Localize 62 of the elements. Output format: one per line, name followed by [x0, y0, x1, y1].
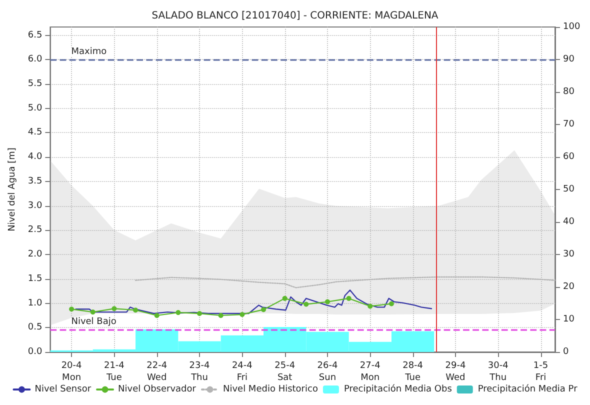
ref-line-label: Nivel Bajo	[71, 317, 117, 328]
x-tick-label: 25-4 Sat	[274, 361, 296, 383]
x-tick-label: 27-4 Mon	[360, 361, 381, 383]
y-tick-label: 6.0	[28, 54, 42, 65]
legend-label: Nivel Sensor	[34, 384, 92, 394]
y2-tick-label: 70	[563, 120, 575, 130]
y-tick-label: 3.0	[28, 200, 42, 211]
y-tick-label: 5.5	[28, 79, 42, 90]
y-tick-label: 2.0	[28, 250, 42, 260]
legend-label: Precipitación Media Obs	[344, 384, 452, 394]
point	[154, 312, 160, 318]
legend-label: Precipitación Media Pr	[478, 384, 578, 394]
y2-tick-label: 0	[563, 347, 569, 357]
point	[90, 310, 96, 315]
y2-tick-label: 30	[563, 250, 575, 260]
y2-tick-label: 40	[563, 217, 575, 227]
point	[176, 310, 181, 316]
y2-tick-label: 60	[563, 152, 575, 162]
point	[304, 302, 309, 307]
y2-tick-label: 80	[563, 87, 575, 97]
point	[368, 304, 373, 309]
point	[324, 299, 330, 304]
point	[69, 306, 74, 312]
y2-tick-label: 10	[563, 314, 575, 324]
y-tick-label: 3.5	[28, 176, 42, 186]
ref-line-label: Maximo	[71, 47, 108, 58]
x-tick-label: 20-4 Mon	[61, 361, 82, 383]
y-tick-label: 6.5	[28, 30, 42, 40]
legend-label: Nivel Medio Historico	[222, 384, 318, 394]
point	[346, 296, 352, 301]
x-tick-label: 1-5 Fri	[533, 361, 548, 383]
chart-title: SALADO BLANCO [21017040] - CORRIENTE: MAGDALENA	[152, 10, 438, 22]
x-tick-label: 21-4 Tue	[104, 361, 125, 383]
y-tick-label: 1.5	[28, 274, 42, 284]
x-tick-label: 26-4 Sun	[317, 361, 338, 383]
y-tick-label: 2.5	[28, 225, 42, 236]
x-tick-label: 23-4 Thu	[189, 361, 210, 383]
y-tick-label: 5.0	[28, 103, 42, 114]
point	[261, 307, 266, 312]
x-tick-label: 29-4 Wed	[445, 361, 466, 383]
y2-tick-label: 90	[563, 54, 575, 64]
point	[133, 308, 138, 313]
y-tick-label: 1.0	[28, 298, 42, 308]
y-tick-label: 0.0	[28, 347, 42, 357]
y-tick-label: 4.5	[28, 128, 42, 138]
x-tick-label: 24-4 Fri	[232, 361, 253, 383]
point	[240, 312, 245, 317]
point	[197, 311, 202, 316]
y-tick-label: 0.5	[28, 322, 42, 333]
y2-tick-label: 50	[563, 184, 575, 194]
point	[112, 306, 117, 312]
legend-label: Nivel Observador	[118, 384, 196, 394]
y-tick-label: 4.0	[28, 152, 42, 162]
x-tick-label: 30-4 Thu	[488, 361, 509, 383]
x-tick-label: 28-4 Tue	[402, 361, 424, 383]
y-axis-title: Nivel del Agua [m]	[8, 148, 18, 232]
point	[282, 296, 288, 301]
y2-tick-label: 20	[563, 282, 575, 292]
point	[388, 301, 394, 306]
y2-tick-label: 100	[563, 22, 580, 32]
point	[218, 312, 224, 318]
x-tick-label: 22-4 Wed	[146, 361, 168, 383]
